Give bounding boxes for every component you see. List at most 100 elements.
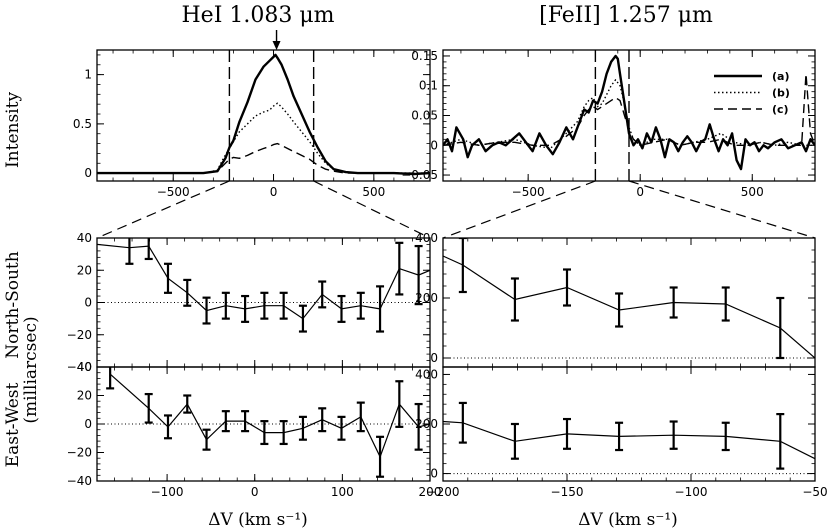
offset-line bbox=[97, 243, 430, 320]
x-tick-label: −50 bbox=[802, 485, 827, 499]
error-bar bbox=[510, 422, 519, 460]
error-bar bbox=[183, 394, 192, 414]
error-bar bbox=[163, 262, 172, 294]
error-bar bbox=[395, 380, 404, 428]
y-tick-label: 200 bbox=[415, 417, 438, 431]
offset-line bbox=[443, 420, 815, 460]
series-line-c bbox=[443, 73, 815, 146]
y-tick-label: 0 bbox=[84, 296, 92, 310]
legend-label: (a) bbox=[772, 70, 789, 83]
error-bar bbox=[376, 435, 385, 478]
feii-east-west-panel: −200 −150 −100 −50 0 200 400 bbox=[415, 366, 828, 499]
error-bar bbox=[318, 407, 327, 433]
offset-line bbox=[109, 373, 430, 459]
error-bar bbox=[510, 277, 519, 322]
feii-north-south-panel: 0 200 400 bbox=[415, 231, 816, 368]
ylabel-intensity: Intensity bbox=[3, 92, 23, 168]
feii-spectrum-panel: −500 0 500 −0.05 0 0.05 0.1 0.15 bbox=[401, 49, 816, 199]
error-bar bbox=[563, 268, 571, 307]
y-tick-label: 40 bbox=[77, 231, 92, 245]
x-tick-label: 0 bbox=[251, 485, 259, 499]
y-tick-label: 20 bbox=[77, 263, 92, 277]
error-bar bbox=[356, 291, 365, 320]
legend: (a) (b) (c) bbox=[714, 70, 790, 116]
y-tick-label: 0 bbox=[430, 467, 438, 481]
plot-frame bbox=[442, 237, 816, 368]
error-bar bbox=[106, 367, 115, 390]
zoom-connector-line bbox=[628, 180, 816, 239]
error-bar bbox=[615, 421, 624, 452]
error-bar bbox=[163, 414, 172, 440]
error-bar bbox=[395, 241, 404, 296]
y-tick-label: 0 bbox=[430, 351, 438, 365]
x-tick-label: 500 bbox=[741, 185, 764, 199]
zoom-connectors bbox=[96, 180, 816, 239]
error-bar bbox=[458, 238, 467, 294]
error-bar bbox=[183, 278, 192, 307]
series-line-a bbox=[97, 53, 430, 176]
error-bar bbox=[414, 244, 423, 306]
error-bar bbox=[279, 291, 288, 320]
x-tick-label: −500 bbox=[157, 185, 190, 199]
error-bar bbox=[318, 280, 327, 309]
legend-label: (b) bbox=[772, 87, 790, 100]
series-line-b bbox=[97, 102, 430, 174]
y-tick-label: 1 bbox=[84, 68, 92, 82]
hei-spectrum-panel: −500 0 500 0 0.5 1 bbox=[73, 30, 431, 199]
y-tick-label: 0.1 bbox=[419, 79, 438, 93]
ylabel-milliarcsec: (milliarcsec) bbox=[21, 316, 41, 423]
hei-east-west-panel: −100 0 100 200 −40 −20 0 20 40 bbox=[67, 360, 442, 499]
error-bar bbox=[615, 292, 624, 328]
error-bar bbox=[337, 294, 346, 323]
x-tick-label: 0 bbox=[270, 185, 278, 199]
y-tick-label: 0 bbox=[84, 166, 92, 180]
title-hei: HeI 1.083 μm bbox=[181, 3, 334, 28]
error-bar bbox=[298, 415, 307, 441]
plot-frame bbox=[96, 49, 431, 182]
y-tick-label: 0 bbox=[84, 417, 92, 431]
hei-north-south-panel: −40 −20 0 20 40 bbox=[67, 231, 431, 374]
error-bar bbox=[260, 291, 269, 320]
error-bar bbox=[260, 420, 269, 446]
x-tick-label: −100 bbox=[675, 485, 708, 499]
ylabel-east-west: East-West bbox=[3, 383, 23, 468]
error-bar bbox=[356, 401, 365, 433]
error-bar bbox=[337, 415, 346, 441]
x-tick-label: −500 bbox=[512, 185, 545, 199]
y-tick-label: 400 bbox=[415, 367, 438, 381]
y-tick-label: 0.05 bbox=[411, 109, 438, 123]
error-bar bbox=[144, 238, 153, 261]
zoom-connector-line bbox=[96, 180, 230, 239]
y-tick-label: 40 bbox=[77, 360, 92, 374]
zoom-connector-line bbox=[442, 180, 596, 239]
error-bar bbox=[776, 412, 785, 470]
y-tick-label: 200 bbox=[415, 291, 438, 305]
xlabel-left: ΔV (km s⁻¹) bbox=[208, 510, 308, 528]
y-tick-label: −20 bbox=[67, 446, 92, 460]
plot-frame bbox=[442, 366, 816, 482]
zoom-connector-line bbox=[313, 180, 431, 239]
y-tick-label: 400 bbox=[415, 231, 438, 245]
peak-arrow-head bbox=[272, 41, 281, 50]
error-bar bbox=[721, 286, 730, 322]
error-bar bbox=[669, 286, 678, 319]
y-tick-label: 0.5 bbox=[73, 117, 92, 131]
xlabel-right: ΔV (km s⁻¹) bbox=[578, 510, 678, 528]
error-bar bbox=[414, 402, 423, 451]
legend-label: (c) bbox=[772, 103, 789, 116]
y-tick-label: −20 bbox=[67, 328, 92, 342]
x-tick-label: −200 bbox=[427, 485, 460, 499]
error-bar bbox=[279, 420, 288, 446]
x-tick-label: 200 bbox=[419, 485, 442, 499]
error-bar bbox=[221, 291, 230, 320]
series-line-a bbox=[443, 54, 815, 171]
error-bar bbox=[241, 410, 250, 433]
error-bar bbox=[721, 421, 730, 452]
error-bar bbox=[458, 401, 467, 444]
error-bar bbox=[776, 296, 785, 360]
y-tick-label: 20 bbox=[77, 389, 92, 403]
ylabel-north-south: North-South bbox=[3, 251, 23, 358]
error-bar bbox=[202, 296, 211, 325]
y-tick-label: 0 bbox=[430, 138, 438, 152]
